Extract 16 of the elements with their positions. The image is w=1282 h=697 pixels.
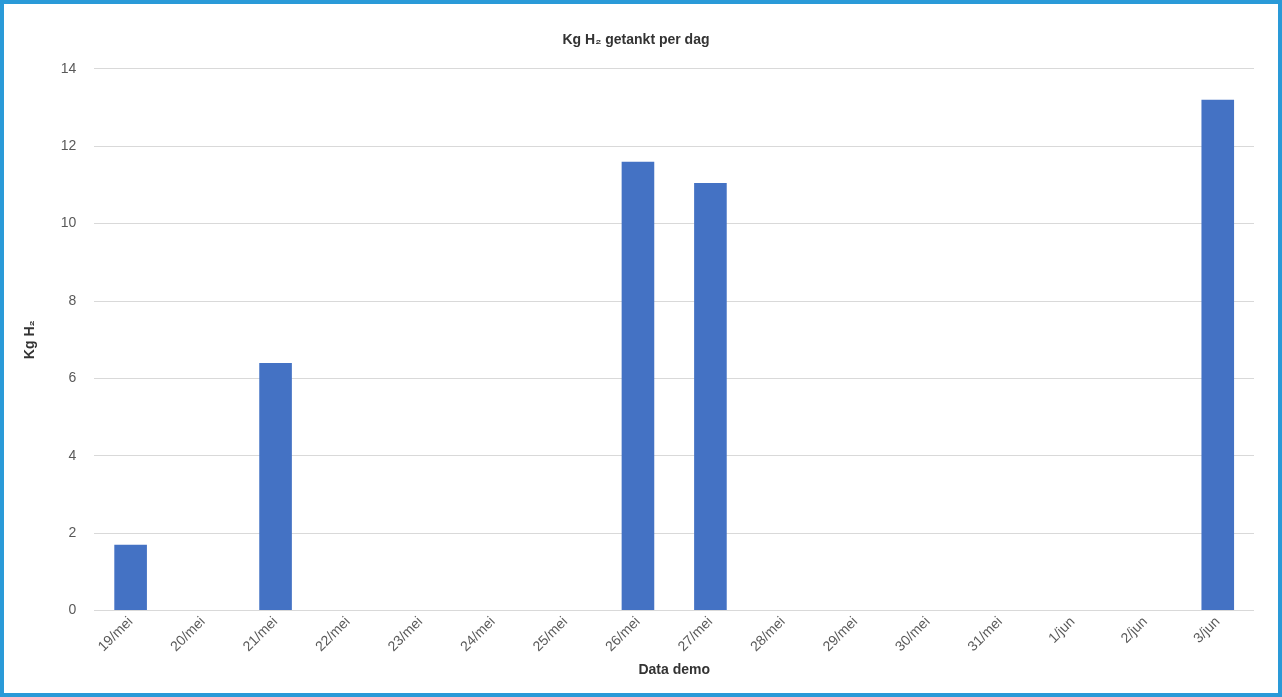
y-tick-label: 0: [68, 601, 77, 618]
bar: [1201, 99, 1235, 611]
bar: [259, 362, 292, 611]
bar: [114, 544, 147, 611]
y-tick-label: 14: [60, 59, 77, 76]
y-tick-label: 12: [60, 137, 77, 154]
y-tick-label: 6: [68, 369, 77, 386]
y-tick-label: 10: [60, 214, 77, 231]
y-axis-title: Kg H₂: [21, 320, 38, 360]
y-tick-label: 2: [68, 524, 77, 541]
y-tick-label: 4: [68, 446, 77, 463]
x-axis-title: Data demo: [638, 661, 710, 678]
y-tick-label: 8: [68, 291, 77, 308]
chart-title: Kg H₂ getankt per dag: [562, 31, 710, 48]
bar: [621, 161, 655, 611]
bar: [694, 182, 727, 611]
